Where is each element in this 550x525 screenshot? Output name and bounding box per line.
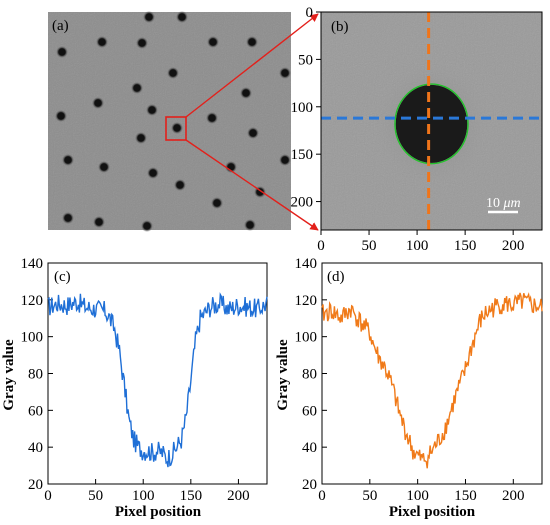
y-tick-label: 60	[28, 403, 43, 419]
spot-core	[173, 124, 181, 132]
panel-a-tag: (a)	[52, 18, 69, 34]
x-tick-label: 50	[88, 488, 103, 504]
spot-core	[143, 222, 151, 230]
y-tick-label: 100	[295, 330, 318, 346]
y-tick-label: 20	[302, 477, 317, 493]
x-tick-label: 200	[502, 488, 525, 504]
panel-c-tag: (c)	[54, 269, 71, 285]
spot-core	[176, 181, 184, 189]
zoom-arrow-bottom	[185, 139, 319, 231]
panel-c-line	[47, 292, 268, 468]
spot-core	[149, 169, 157, 177]
panel-c-xlabel: Pixel position	[115, 504, 202, 520]
spot-core	[209, 38, 217, 46]
panel-b-frame	[320, 11, 543, 231]
spot-core	[208, 114, 216, 122]
panel-a-noise	[48, 12, 291, 230]
spot-core	[138, 39, 146, 47]
x-tick-label: 0	[44, 488, 52, 504]
panel-d-line	[321, 292, 543, 469]
spot-core	[281, 156, 289, 164]
spot-core	[58, 48, 66, 56]
spot-core	[95, 218, 103, 226]
spot-core	[246, 221, 254, 229]
panel-d: 0 50 100 150 200 20 40 60 80 100 120 140 (d) Pixel …	[275, 256, 543, 520]
x-tick-label: 100	[406, 488, 429, 504]
zoom-arrow-top	[185, 13, 319, 118]
y-tick-label: 140	[21, 256, 44, 272]
spot-core	[137, 134, 145, 142]
panel-a-spots	[55, 11, 291, 232]
scale-bar-label: 10 μm	[486, 196, 521, 211]
zoom-box	[165, 116, 187, 141]
spot-core	[98, 38, 106, 46]
y-tick-label: 50	[298, 52, 313, 68]
panel-c-axes: 0 50 100 150 200 20 40 60 80 100 120 140	[21, 256, 268, 504]
panel-b: (b) 10 μm 0 50 100 150 200 0 50 100 150 200	[291, 5, 543, 254]
y-tick-label: 0	[306, 5, 314, 21]
spot-core	[242, 89, 250, 97]
x-tick-label: 200	[502, 238, 525, 254]
y-tick-label: 20	[28, 477, 43, 493]
spot-body	[395, 84, 468, 163]
y-tick-label: 40	[28, 440, 43, 456]
spot-core	[256, 188, 264, 196]
spot-core	[213, 199, 221, 207]
spot-core	[145, 13, 153, 21]
y-tick-label: 200	[291, 195, 314, 211]
spot-core	[94, 99, 102, 107]
x-tick-label: 50	[362, 488, 377, 504]
panel-d-xlabel: Pixel position	[389, 504, 476, 520]
spot-core	[57, 112, 65, 120]
panel-b-content	[321, 12, 542, 230]
y-tick-label: 150	[291, 147, 314, 163]
spot-core	[100, 163, 108, 171]
y-tick-label: 100	[291, 100, 314, 116]
y-tick-label: 140	[295, 256, 318, 272]
spot-core	[281, 69, 289, 77]
x-tick-label: 50	[362, 238, 377, 254]
panel-c-ylabel: Gray value	[1, 339, 17, 411]
x-tick-label: 150	[454, 238, 477, 254]
y-tick-label: 80	[302, 367, 317, 383]
spot-core	[248, 38, 256, 46]
panel-a: (a)	[48, 11, 291, 232]
spot-contour	[394, 83, 469, 165]
y-tick-label: 80	[28, 367, 43, 383]
x-tick-label: 100	[406, 238, 429, 254]
x-tick-label: 150	[454, 488, 477, 504]
x-tick-label: 0	[318, 488, 326, 504]
spot-core	[169, 69, 177, 77]
x-tick-label: 200	[227, 488, 250, 504]
spot-core	[64, 156, 72, 164]
panel-d-tag: (d)	[327, 269, 345, 285]
spot-core	[178, 13, 186, 21]
x-tick-label: 150	[180, 488, 203, 504]
spot-core	[148, 106, 156, 114]
spot-core	[249, 129, 257, 137]
x-tick-label: 100	[132, 488, 155, 504]
y-tick-label: 60	[302, 403, 317, 419]
panel-b-axes: 0 50 100 150 200 0 50 100 150 200	[291, 5, 525, 254]
panel-d-ylabel: Gray value	[275, 339, 291, 411]
y-tick-label: 40	[302, 440, 317, 456]
spot-core	[64, 214, 72, 222]
panel-b-tag: (b)	[331, 19, 349, 35]
x-tick-label: 0	[317, 238, 325, 254]
spot-core	[133, 84, 141, 92]
panel-d-axes: 0 50 100 150 200 20 40 60 80 100 120 140	[295, 256, 543, 504]
y-tick-label: 120	[21, 293, 44, 309]
panel-c: 0 50 100 150 200 20 40 60 80 100 120 140 (c) Pixel …	[1, 256, 268, 520]
y-tick-label: 120	[295, 293, 318, 309]
y-tick-label: 100	[21, 330, 44, 346]
